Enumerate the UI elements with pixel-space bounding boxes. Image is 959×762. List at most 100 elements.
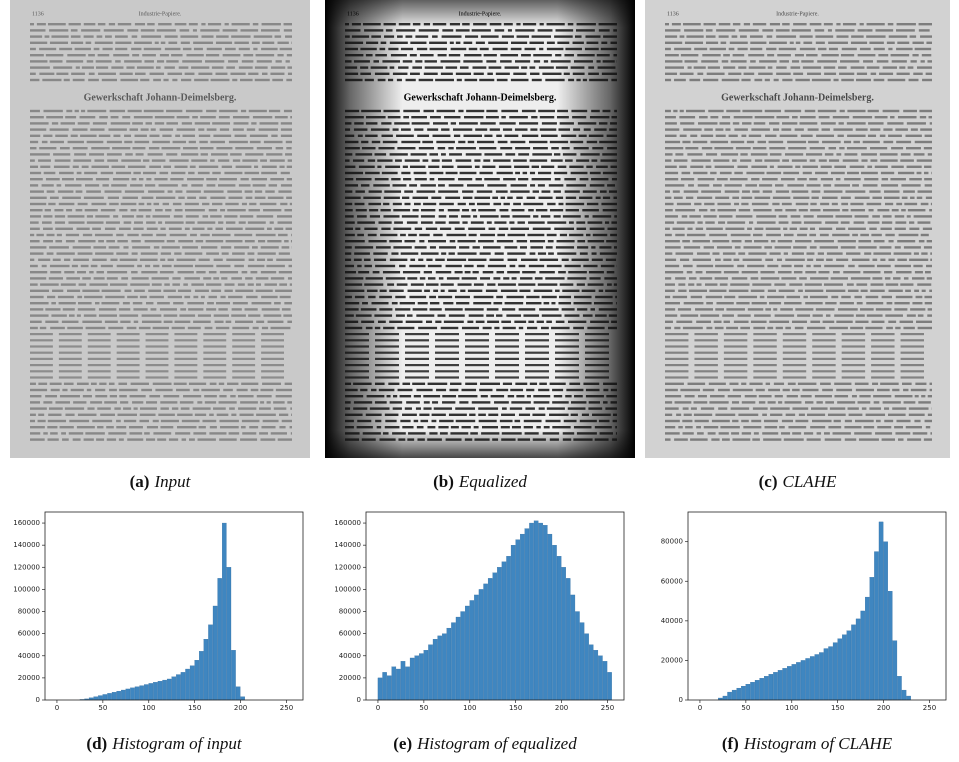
scan-text bbox=[614, 246, 617, 248]
scan-text bbox=[219, 116, 230, 118]
scan-text bbox=[260, 438, 275, 440]
scan-text bbox=[697, 197, 712, 199]
scan-text bbox=[238, 407, 256, 409]
scan-text bbox=[498, 141, 508, 143]
scan-text bbox=[552, 389, 563, 391]
scan-text bbox=[30, 166, 38, 168]
scan-text bbox=[66, 110, 72, 112]
scan-text bbox=[879, 73, 893, 75]
scan-text bbox=[565, 48, 582, 50]
scan-text bbox=[898, 172, 914, 174]
scan-text bbox=[751, 128, 770, 130]
scan-text bbox=[450, 383, 461, 385]
scan-text bbox=[782, 203, 792, 205]
scan-text bbox=[724, 364, 747, 366]
scan-text bbox=[195, 290, 209, 292]
scan-text bbox=[776, 73, 791, 75]
scan-text bbox=[75, 48, 91, 50]
scan-text bbox=[580, 153, 599, 155]
scan-text bbox=[132, 246, 150, 248]
scan-text bbox=[861, 159, 867, 161]
scan-text bbox=[805, 283, 822, 285]
scan-text bbox=[825, 438, 841, 440]
scan-text bbox=[218, 221, 223, 223]
scan-text bbox=[63, 308, 75, 310]
scan-text bbox=[30, 228, 40, 230]
scan-text bbox=[110, 395, 117, 397]
scan-text bbox=[47, 296, 55, 298]
scan-text bbox=[455, 228, 465, 230]
scan-text bbox=[711, 438, 719, 440]
scan-text bbox=[74, 153, 86, 155]
scan-text bbox=[199, 259, 210, 261]
scan-text bbox=[251, 389, 259, 391]
scan-text bbox=[511, 42, 527, 44]
scan-text bbox=[689, 215, 701, 217]
scan-text bbox=[868, 110, 879, 112]
scan-text bbox=[47, 426, 57, 428]
scan-text bbox=[240, 438, 257, 440]
scan-text bbox=[279, 414, 288, 416]
scan-text bbox=[527, 327, 537, 329]
scan-text bbox=[779, 215, 788, 217]
scan-text bbox=[724, 271, 739, 273]
scan-text bbox=[529, 141, 547, 143]
scan-text bbox=[890, 116, 894, 118]
caption-label: (f) bbox=[722, 734, 739, 753]
scan-text bbox=[562, 308, 575, 310]
scan-text bbox=[462, 277, 477, 279]
scan-text bbox=[555, 333, 579, 335]
scan-text bbox=[30, 135, 40, 137]
scan-text bbox=[930, 389, 932, 391]
scan-text bbox=[206, 54, 219, 56]
scan-text bbox=[824, 73, 836, 75]
scan-text bbox=[609, 314, 617, 316]
scan-text bbox=[234, 265, 244, 267]
scan-text bbox=[665, 333, 688, 335]
scan-text bbox=[907, 166, 922, 168]
scan-text bbox=[231, 277, 242, 279]
scan-text bbox=[773, 197, 790, 199]
scan-text bbox=[155, 122, 164, 124]
scan-text bbox=[375, 358, 399, 360]
scan-text bbox=[738, 314, 751, 316]
scan-text bbox=[248, 252, 255, 254]
scan-text bbox=[507, 197, 513, 199]
scan-text bbox=[926, 197, 932, 199]
scan-text bbox=[544, 60, 548, 62]
scan-text bbox=[576, 79, 580, 81]
scan-text bbox=[432, 401, 438, 403]
scan-text bbox=[674, 327, 680, 329]
scan-text bbox=[141, 234, 152, 236]
histogram-bar bbox=[167, 679, 171, 700]
scan-text bbox=[738, 48, 748, 50]
scan-text bbox=[214, 259, 223, 261]
scan-text bbox=[30, 128, 46, 130]
scan-text bbox=[863, 271, 880, 273]
scan-text bbox=[501, 197, 505, 199]
scan-text bbox=[80, 135, 97, 137]
scan-text bbox=[901, 339, 924, 341]
scan-text bbox=[174, 215, 183, 217]
histogram-bar bbox=[902, 690, 906, 700]
scan-text bbox=[113, 54, 129, 56]
scan-text bbox=[889, 35, 908, 37]
scan-text bbox=[841, 246, 856, 248]
scan-text bbox=[927, 314, 932, 316]
scan-text bbox=[263, 209, 281, 211]
scan-text bbox=[65, 407, 84, 409]
scan-text bbox=[839, 147, 844, 149]
scan-text bbox=[729, 290, 749, 292]
scan-text bbox=[456, 302, 469, 304]
scan-text bbox=[589, 79, 608, 81]
scan-text bbox=[117, 376, 140, 378]
scan-text bbox=[592, 414, 611, 416]
scan-text bbox=[766, 383, 770, 385]
scan-text bbox=[415, 35, 428, 37]
scan-text bbox=[918, 221, 931, 223]
scan-text bbox=[185, 203, 199, 205]
scan-text bbox=[411, 283, 424, 285]
scan-text bbox=[199, 197, 206, 199]
scan-text bbox=[595, 314, 607, 316]
scan-text bbox=[286, 60, 290, 62]
